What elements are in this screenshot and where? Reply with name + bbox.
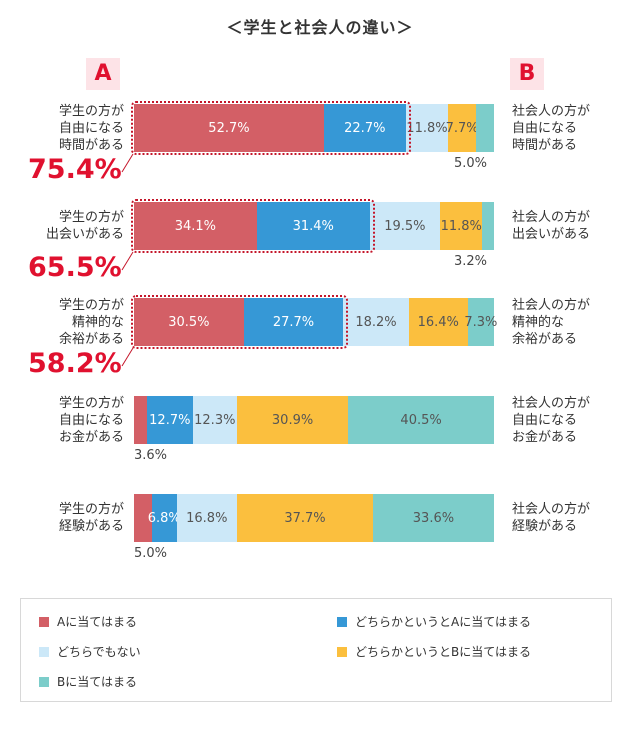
- legend-swatch-somewhat-a: [337, 616, 347, 627]
- row-label-right: 社会人の方が 自由になる 時間がある: [512, 103, 632, 154]
- row-label-left-line: 余裕がある: [58, 331, 124, 347]
- row-label-right-line: 社会人の方が: [512, 297, 591, 313]
- row-label-right: 社会人の方が 経験がある: [512, 501, 632, 535]
- bar-row: 52.7% 22.7% 11.8% 7.7%: [134, 104, 494, 152]
- row-label-right-line: 精神的な: [512, 314, 565, 330]
- row-label-left-line: 自由になる: [58, 412, 124, 428]
- row-label-left: 学生の方が 自由になる お金がある: [4, 395, 124, 446]
- row-label-right-line: お金がある: [512, 429, 578, 445]
- bar-segment: [475, 104, 494, 152]
- bar-row: 30.5% 27.7% 18.2% 16.4% 7.3%: [134, 298, 497, 346]
- legend-swatch-b: [39, 676, 49, 687]
- row-label-right: 社会人の方が 出会いがある: [512, 209, 632, 243]
- row-label-left: 学生の方が出会いがある: [4, 209, 124, 243]
- row-label-right-line: 自由になる: [512, 412, 578, 428]
- legend-label-somewhat-a: どちらかというとAに当てはまる: [355, 615, 531, 629]
- legend: Aに当てはまる どちらかというとAに当てはまる どちらでもない どちらかというと…: [20, 598, 612, 702]
- bar-segment-label-below: 3.6%: [134, 448, 168, 463]
- row-label-left-line: 時間がある: [58, 137, 124, 153]
- legend-item-somewhat-b: どちらかというとBに当てはまる: [337, 643, 531, 660]
- row-label-left-line: お金がある: [58, 429, 124, 445]
- bar-segment: [134, 396, 147, 444]
- connector-line: [121, 347, 134, 367]
- row-label-left-line: 学生の方が: [58, 395, 124, 411]
- combined-total: 58.2%: [28, 348, 122, 379]
- row-label-left-line: 学生の方が: [58, 210, 124, 225]
- row-label-left-line: 学生の方が: [58, 103, 124, 119]
- row-label-right-line: 時間がある: [512, 137, 578, 153]
- bar-row: 6.8% 16.8% 37.7% 33.6%: [134, 494, 494, 542]
- row-label-right-line: 余裕がある: [512, 331, 578, 347]
- bar-segment: [134, 494, 153, 542]
- legend-swatch-somewhat-b: [337, 646, 347, 657]
- row-label-right-line: 社会人の方が: [512, 103, 591, 119]
- row-label-right: 社会人の方が 自由になる お金がある: [512, 395, 632, 446]
- bar-segment-label-below: 5.0%: [454, 156, 488, 171]
- row-label-left-line: 精神的な: [71, 314, 124, 330]
- row-label-right-line: 出会いがある: [512, 227, 591, 242]
- label-b: B: [510, 58, 544, 90]
- legend-label-somewhat-b: どちらかというとBに当てはまる: [355, 645, 531, 659]
- connector-line: [121, 153, 134, 173]
- legend-label-b: Bに当てはまる: [57, 675, 137, 689]
- row-label-right-line: 社会人の方が: [512, 210, 591, 225]
- bar-segment-label-below: 5.0%: [134, 546, 168, 561]
- chart-title: ＜学生と社会人の違い＞: [226, 18, 414, 37]
- row-label-left: 学生の方が 精神的な 余裕がある: [4, 297, 124, 348]
- legend-item-a: Aに当てはまる: [39, 613, 137, 630]
- row-label-right: 社会人の方が 精神的な 余裕がある: [512, 297, 632, 348]
- legend-swatch-neither: [39, 646, 49, 657]
- bar-segment: 37.7%: [237, 494, 373, 542]
- combined-total: 75.4%: [28, 154, 122, 185]
- connector-line: [121, 251, 134, 271]
- row-label-right-line: 自由になる: [512, 120, 578, 136]
- highlight-box: [131, 199, 375, 253]
- row-label-left-line: 出会いがある: [45, 227, 124, 242]
- legend-label-a: Aに当てはまる: [57, 615, 137, 629]
- combined-total: 65.5%: [28, 252, 122, 283]
- legend-item-b: Bに当てはまる: [39, 673, 137, 690]
- legend-label-neither: どちらでもない: [57, 645, 141, 659]
- row-label-right-line: 経験がある: [512, 519, 578, 534]
- row-label-left: 学生の方が 自由になる 時間がある: [4, 103, 124, 154]
- row-label-left-line: 学生の方が: [58, 297, 124, 313]
- legend-item-somewhat-a: どちらかというとAに当てはまる: [337, 613, 531, 630]
- row-label-left-line: 自由になる: [58, 120, 124, 136]
- row-label-left: 学生の方が経験がある: [4, 501, 124, 535]
- row-label-right-line: 社会人の方が: [512, 502, 591, 517]
- label-a: A: [86, 58, 120, 90]
- row-label-left-line: 学生の方が: [58, 502, 124, 517]
- legend-swatch-a: [39, 616, 49, 627]
- highlight-box: [131, 101, 411, 155]
- row-label-left-line: 経験がある: [58, 519, 124, 534]
- bar-segment: [482, 202, 494, 250]
- row-label-right-line: 社会人の方が: [512, 395, 591, 411]
- highlight-box: [131, 295, 349, 349]
- legend-item-neither: どちらでもない: [39, 643, 141, 660]
- bar-segment-label-below: 3.2%: [454, 254, 488, 269]
